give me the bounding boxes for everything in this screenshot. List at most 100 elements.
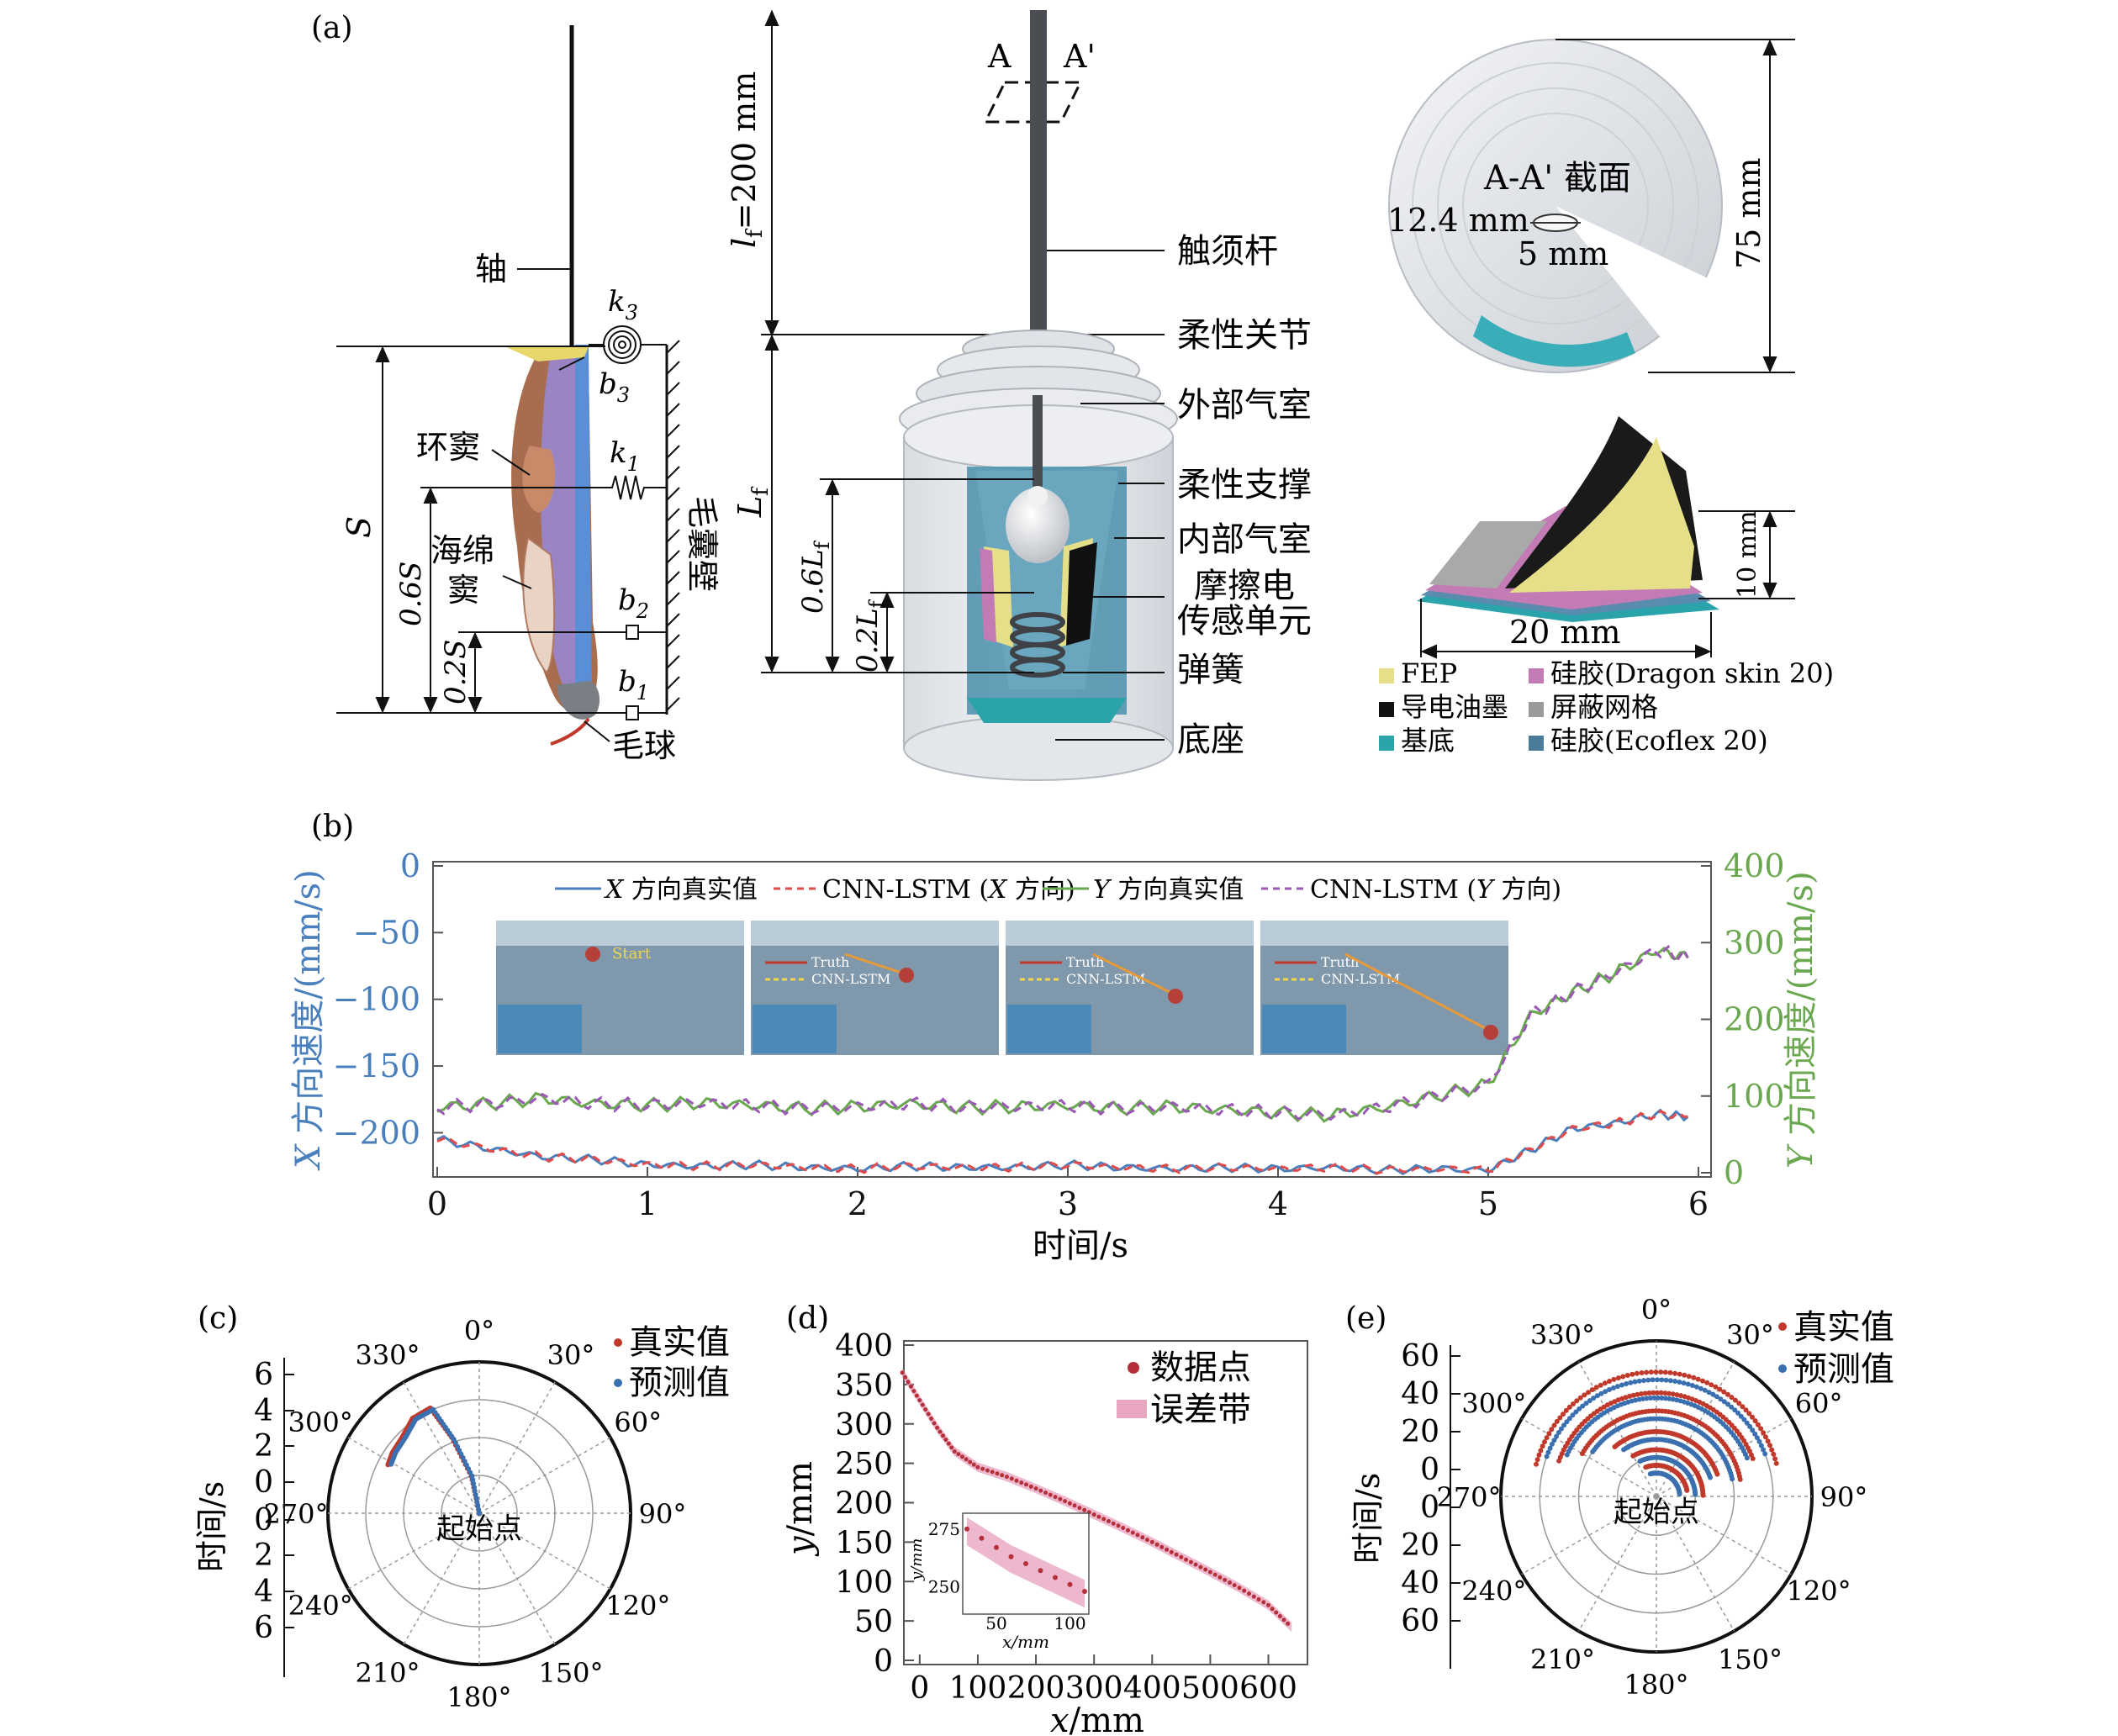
d-y-tick-label: 150: [835, 1526, 893, 1560]
polar-e-point: [1762, 1434, 1768, 1440]
label-b3: b3: [599, 367, 630, 407]
polar-angle-label: 150°: [1718, 1644, 1783, 1675]
d-data-point: [1203, 1567, 1208, 1572]
label-whisker-rod: 触须杆: [1177, 232, 1278, 271]
polar-e-point: [1773, 1460, 1779, 1466]
polar-e-point: [1630, 1392, 1636, 1398]
polar-e-point: [1744, 1455, 1750, 1461]
polar-e-point: [1706, 1390, 1712, 1396]
polar-e-point: [1639, 1391, 1644, 1396]
polar-e-point: [1587, 1398, 1592, 1404]
hair-bulb-shape: [557, 681, 600, 720]
d-data-point: [932, 1421, 937, 1426]
b-right-tick-label: 0: [1724, 1154, 1744, 1191]
d-inset-point: [1082, 1589, 1087, 1594]
polar-e-point: [1736, 1401, 1742, 1406]
polar-spoke: [1577, 1361, 1657, 1497]
d-data-point: [971, 1462, 976, 1467]
label-flex-joint: 柔性关节: [1177, 316, 1312, 355]
d-data-point: [909, 1384, 913, 1389]
polar-e-point: [1674, 1392, 1680, 1398]
d-data-point: [1130, 1530, 1135, 1535]
section-plane: [983, 81, 1083, 124]
polar-e-point: [1717, 1386, 1723, 1392]
d-data-point: [956, 1452, 961, 1457]
polar-spoke: [347, 1512, 480, 1590]
polar-e-point: [1710, 1391, 1716, 1397]
d-y-tick-label: 250: [835, 1448, 893, 1482]
polar-e-point: [1534, 1461, 1539, 1467]
legend-label-ecoflex: 硅胶(Ecoflex 20): [1550, 725, 1768, 757]
label-follicle-wall: 毛囊壁: [684, 496, 721, 592]
polar-e-point: [1689, 1383, 1695, 1388]
polar-e-point: [1545, 1449, 1551, 1455]
d-data-point: [1038, 1488, 1043, 1493]
polar-e-point: [1714, 1471, 1720, 1477]
polar-e-point: [1554, 1433, 1560, 1439]
polar-e-point: [1746, 1411, 1752, 1417]
d-x-tick-label: 300: [1065, 1671, 1123, 1706]
polar-e-point: [1758, 1443, 1764, 1448]
polar-e-point: [1772, 1456, 1778, 1462]
chart-b-ylabel-right: Y 方向速度/(mm/s): [1782, 871, 1820, 1169]
d-data-point: [946, 1441, 951, 1446]
d-data-point: [1028, 1484, 1033, 1489]
label-S: S: [341, 516, 378, 538]
polar-e-point: [1544, 1454, 1550, 1459]
polar-angle-label: 300°: [1461, 1388, 1526, 1420]
polar-e-point: [1693, 1491, 1698, 1497]
d-inset-point: [994, 1544, 999, 1550]
dim-02Lf: [879, 591, 895, 673]
polar-e-point: [1554, 1418, 1560, 1424]
polar-e-point: [1561, 1422, 1567, 1428]
d-y-tick-label: 350: [835, 1369, 893, 1403]
follicle-blue-layer: [575, 345, 592, 718]
polar-e-point: [1611, 1376, 1617, 1382]
polar-e-point: [1654, 1390, 1660, 1396]
dim-10: [1762, 510, 1777, 599]
polar-e-point: [1558, 1426, 1564, 1432]
polar-e-point: [1758, 1426, 1764, 1432]
whisker-rod: [1030, 10, 1047, 342]
polar-e-point: [1732, 1407, 1738, 1413]
d-data-point: [1237, 1586, 1242, 1591]
polar-e-point: [1653, 1369, 1659, 1375]
d-data-point: [1111, 1521, 1116, 1526]
simulation-frames: Start Truth CNN-LSTM Truth CNN-L: [496, 921, 1508, 1055]
ring-sinus-shape: [522, 446, 555, 513]
d-data-point: [1000, 1473, 1005, 1478]
polar-spoke: [1521, 1417, 1657, 1497]
polar-e-legend: 真实值 预测值: [1778, 1308, 1894, 1389]
d-data-point: [1024, 1482, 1028, 1487]
d-data-point: [914, 1393, 919, 1398]
polar-e-point: [1580, 1403, 1586, 1409]
b-x-tick-label: 0: [427, 1185, 447, 1222]
legend-c-true: 真实值: [629, 1323, 730, 1362]
polar-e-point: [1564, 1419, 1570, 1425]
polar-e-point: [1636, 1396, 1642, 1402]
label-hair-bulb: 毛球: [612, 727, 676, 764]
chart-b-left-axis: 0 −50 −100 −150 −200: [333, 847, 443, 1151]
label-teng-1: 摩擦电: [1194, 567, 1295, 605]
d-data-point: [1165, 1547, 1170, 1552]
label-section: A-A' 截面: [1483, 159, 1631, 198]
d-data-point: [1242, 1588, 1247, 1593]
d-data-point: [1198, 1565, 1203, 1570]
d-data-point: [1019, 1480, 1024, 1485]
polar-e-point: [1752, 1431, 1758, 1437]
polar-e-point: [1750, 1456, 1756, 1461]
d-x-tick-label: 500: [1181, 1671, 1239, 1706]
d-data-point: [1126, 1528, 1130, 1533]
polar-e-point: [1594, 1393, 1600, 1399]
polar-e-point: [1761, 1447, 1767, 1453]
b-right-tick-label: 200: [1724, 1001, 1785, 1038]
polar-c-center-label: 起始点: [436, 1512, 522, 1546]
d-data-point: [920, 1402, 925, 1407]
polar-spoke: [478, 1381, 556, 1514]
chart-b-ylabel-left: X 方向速度/(mm/s): [289, 869, 328, 1171]
legend-e-pred-dot: [1778, 1364, 1787, 1373]
chart-d-inset-ticks: 50 100 250 275: [928, 1519, 1086, 1633]
label-shaft: 轴: [475, 251, 507, 288]
